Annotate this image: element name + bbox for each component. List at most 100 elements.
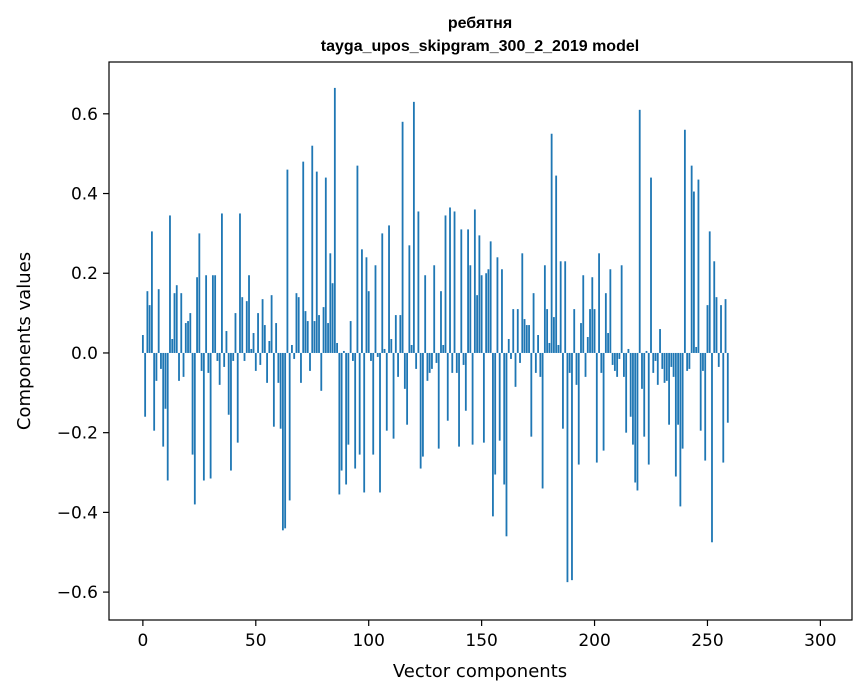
y-axis: −0.6 −0.4 −0.2 0.0 0.2 0.4 0.6	[57, 105, 109, 603]
x-tick-label: 200	[578, 631, 610, 651]
bar	[259, 352, 262, 365]
bar	[717, 352, 720, 367]
bar	[394, 315, 397, 353]
bar	[442, 344, 445, 353]
bar	[629, 352, 632, 417]
bar	[489, 241, 492, 353]
bar	[379, 352, 381, 493]
bar	[248, 275, 250, 353]
bar	[365, 257, 368, 353]
bar	[634, 352, 637, 483]
bar	[670, 352, 673, 367]
plot-frame	[108, 61, 853, 621]
bar	[613, 352, 616, 371]
bar	[591, 277, 594, 353]
bar	[577, 352, 580, 465]
bar	[324, 177, 327, 353]
bar	[412, 101, 415, 353]
bar	[609, 269, 612, 353]
bar	[627, 348, 630, 353]
bar	[392, 352, 395, 439]
bar	[600, 352, 603, 373]
bar	[478, 235, 481, 353]
bar	[514, 352, 517, 387]
bar	[376, 352, 379, 357]
bar	[363, 352, 366, 493]
bar	[151, 231, 153, 353]
bar	[415, 352, 418, 369]
bar	[546, 309, 549, 353]
bar	[444, 215, 447, 353]
bar	[724, 299, 727, 353]
bar	[711, 352, 713, 543]
y-tick-label: −0.4	[57, 503, 98, 523]
bar	[523, 319, 526, 353]
bar	[223, 352, 226, 367]
bar	[347, 352, 350, 445]
bar	[333, 87, 336, 353]
bar	[548, 342, 551, 353]
bar	[519, 352, 521, 363]
bar	[338, 352, 341, 495]
bar	[440, 291, 442, 353]
y-tick-label: 0.4	[71, 185, 98, 205]
bar	[272, 352, 275, 427]
bar	[349, 321, 352, 353]
bar	[169, 215, 171, 353]
bar	[268, 341, 271, 353]
bar	[665, 352, 668, 381]
bar	[686, 352, 689, 371]
x-axis: 0 50 100 150 200 250 300	[137, 620, 837, 651]
bar	[586, 337, 589, 353]
chart-title-line1: ребятня	[448, 15, 512, 32]
bar	[243, 352, 246, 361]
bar	[261, 299, 264, 353]
bar	[453, 211, 456, 353]
bar	[146, 291, 149, 353]
bar	[153, 352, 156, 431]
bar	[200, 352, 203, 371]
bar	[690, 165, 693, 353]
bar	[455, 352, 458, 373]
bar	[525, 325, 528, 353]
bar	[266, 352, 268, 383]
bar	[726, 352, 729, 423]
bar	[306, 321, 309, 353]
bar	[584, 352, 587, 377]
bar	[209, 352, 212, 479]
bar	[473, 209, 476, 353]
bar	[595, 352, 598, 463]
bar	[674, 352, 677, 477]
bar	[528, 325, 530, 353]
bar	[541, 352, 544, 489]
bar	[555, 175, 558, 353]
bar	[532, 293, 535, 353]
bar	[214, 275, 217, 353]
y-tick-label: −0.6	[57, 583, 98, 603]
bar	[245, 301, 248, 353]
bar	[184, 323, 187, 353]
bar	[162, 352, 165, 447]
bar	[193, 352, 196, 505]
bar	[467, 229, 469, 353]
bar	[225, 331, 228, 353]
bar	[211, 275, 214, 353]
bar	[469, 265, 472, 353]
bar	[297, 297, 300, 353]
x-tick-label: 250	[691, 631, 723, 651]
bar	[476, 295, 479, 353]
bar	[697, 179, 700, 353]
bar	[252, 333, 255, 353]
bar	[275, 323, 278, 353]
bar	[336, 342, 338, 353]
bar	[471, 352, 474, 445]
bar	[458, 352, 460, 447]
bar	[693, 191, 695, 353]
bar	[263, 325, 266, 353]
bar	[521, 253, 524, 353]
bar	[550, 133, 553, 353]
bar	[388, 225, 390, 353]
bar	[406, 352, 409, 425]
bar	[426, 352, 429, 381]
x-tick-label: 50	[245, 631, 267, 651]
